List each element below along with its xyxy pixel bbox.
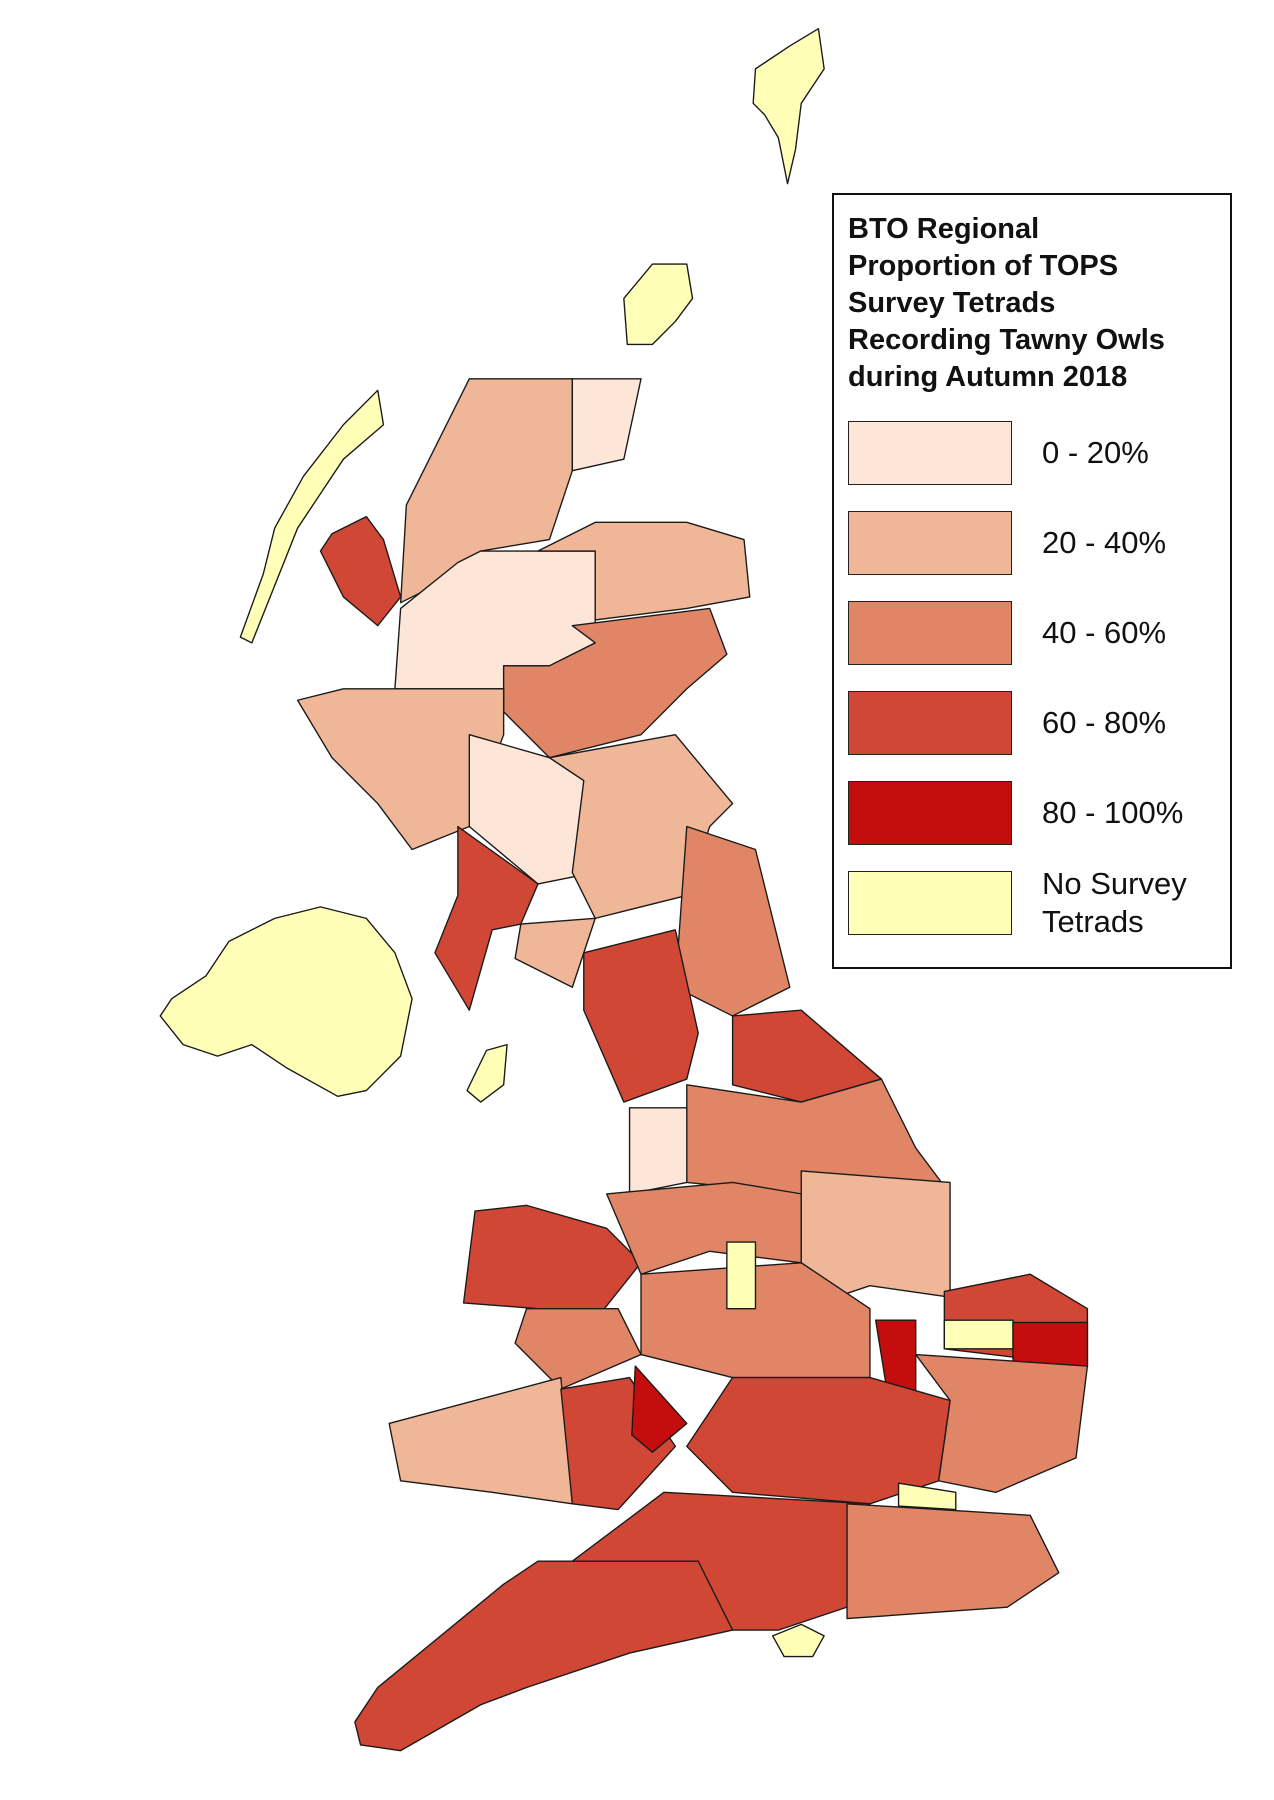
legend-item: 0 - 20% <box>848 420 1216 486</box>
legend-label: 60 - 80% <box>1042 705 1167 740</box>
region <box>771 1623 825 1658</box>
legend-item: No Survey Tetrads <box>848 866 1216 939</box>
region <box>846 1503 1060 1620</box>
legend-title: BTO Regional Proportion of TOPS Survey T… <box>848 213 1165 393</box>
legend-swatch <box>848 601 1012 665</box>
region <box>897 1482 957 1511</box>
legend-swatch <box>848 421 1012 485</box>
legend-item: 40 - 60% <box>848 600 1216 666</box>
region <box>726 1241 757 1310</box>
region <box>159 906 413 1097</box>
region <box>605 1181 802 1275</box>
region <box>462 1204 642 1321</box>
region <box>943 1319 1014 1350</box>
region <box>1012 1321 1089 1367</box>
region <box>537 521 751 621</box>
region <box>434 825 539 1011</box>
region <box>319 515 402 627</box>
legend-swatch <box>848 871 1012 935</box>
region <box>752 28 825 185</box>
legend-label: 0 - 20% <box>1042 435 1149 470</box>
region <box>583 929 699 1103</box>
legend-swatch <box>848 511 1012 575</box>
region <box>514 917 596 988</box>
region <box>628 1107 688 1195</box>
region <box>296 688 505 851</box>
legend-swatch <box>848 781 1012 845</box>
legend: BTO Regional Proportion of TOPS Survey T… <box>832 193 1232 969</box>
region <box>674 825 791 1017</box>
legend-label: 20 - 40% <box>1042 525 1167 560</box>
region <box>354 1560 734 1752</box>
legend-label: 40 - 60% <box>1042 615 1167 650</box>
region <box>623 263 694 346</box>
region <box>466 1043 508 1103</box>
region <box>631 1365 688 1453</box>
region <box>239 389 385 644</box>
region <box>388 1376 574 1505</box>
legend-label: 80 - 100% <box>1042 795 1184 830</box>
legend-item: 20 - 40% <box>848 510 1216 576</box>
legend-item: 80 - 100% <box>848 780 1216 846</box>
legend-item: 60 - 80% <box>848 690 1216 756</box>
region <box>514 1307 642 1390</box>
region <box>571 378 642 472</box>
legend-items: 0 - 20% 20 - 40% 40 - 60% 60 - 80% 80 - 100%… <box>848 420 1216 939</box>
legend-label: No Survey Tetrads <box>1042 866 1187 939</box>
legend-swatch <box>848 691 1012 755</box>
